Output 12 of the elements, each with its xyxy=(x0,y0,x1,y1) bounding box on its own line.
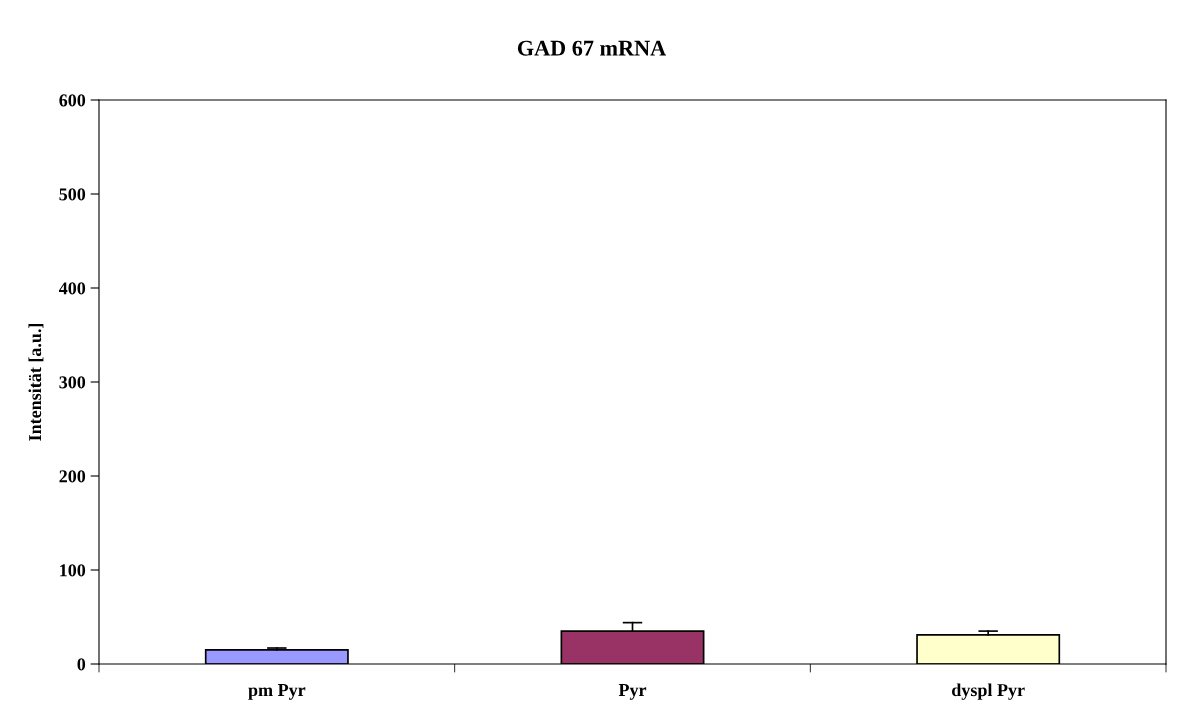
y-tick-label: 400 xyxy=(58,282,86,295)
chart-title: GAD 67 mRNA xyxy=(517,40,667,56)
y-axis-title: Intensität [a.u.] xyxy=(28,323,44,441)
y-tick-label: 0 xyxy=(77,658,86,671)
y-tick-label: 500 xyxy=(59,188,86,201)
y-tick-label: 200 xyxy=(59,470,86,483)
x-tick-label: pm Pyr xyxy=(248,684,306,700)
x-tick-label: Pyr xyxy=(618,684,647,700)
y-tick-label: 100 xyxy=(60,564,86,577)
y-tick-label: 600 xyxy=(59,94,86,107)
x-tick-label: dyspl Pyr xyxy=(952,683,1025,700)
y-tick-label: 300 xyxy=(59,376,86,389)
